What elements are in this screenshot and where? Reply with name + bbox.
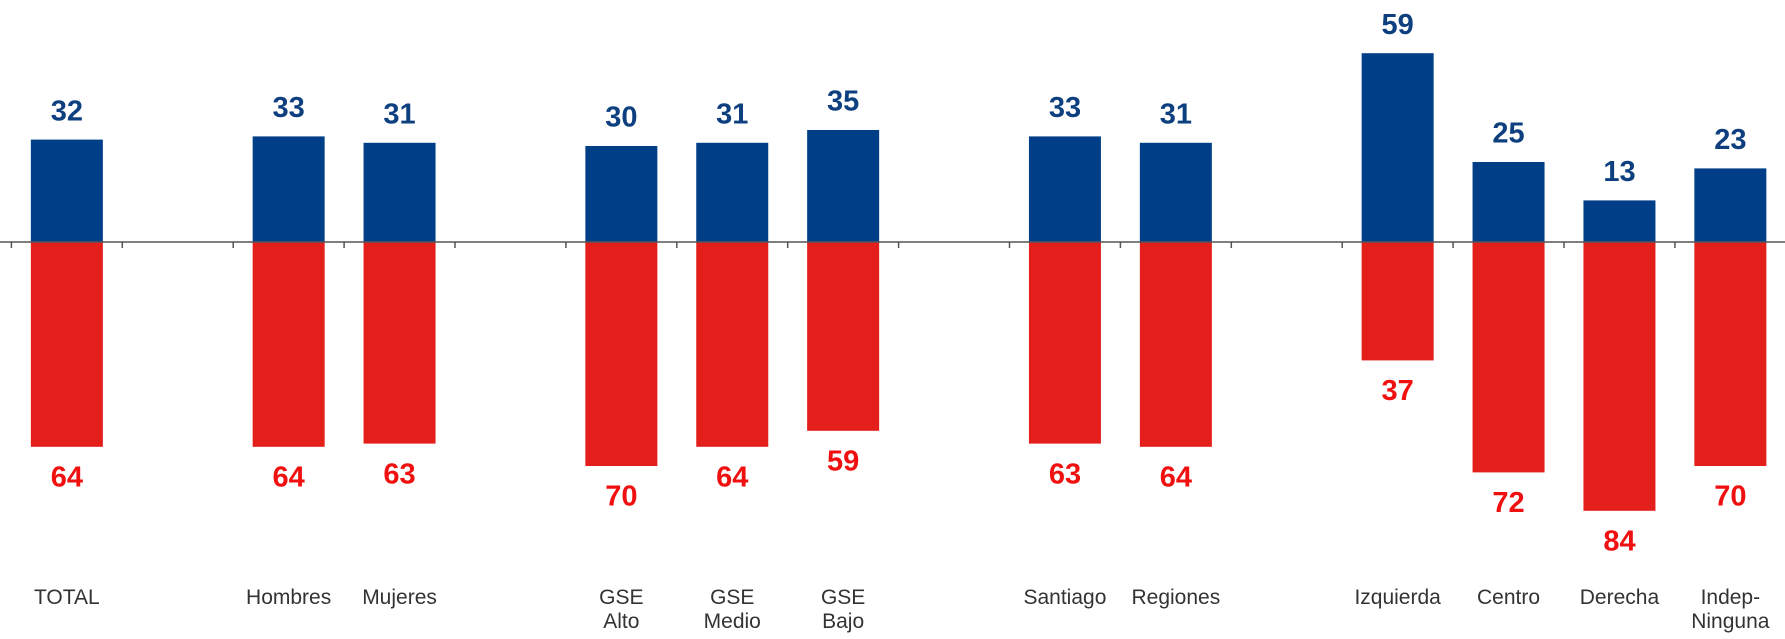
data-label: 25 [1492,118,1524,150]
bar [252,136,325,242]
data-label: 23 [1714,124,1746,156]
bar [1583,242,1656,511]
data-label: 70 [1714,481,1746,513]
data-label: 63 [383,458,415,490]
data-label: 31 [383,98,415,130]
bar [1583,200,1656,242]
x-tick-label: Derecha [1579,586,1660,609]
data-label: 70 [605,481,637,513]
bar [1361,242,1434,361]
bar [807,130,880,242]
bar [1028,136,1101,242]
bar [1139,142,1212,242]
bar [363,142,436,242]
bar [1361,53,1434,243]
data-label: 64 [273,461,305,493]
bar [1472,162,1545,242]
x-tick-label: TOTAL [33,586,100,609]
bar [1694,168,1767,242]
data-label: 59 [1382,9,1414,41]
bar [1472,242,1545,473]
data-label: 64 [51,461,83,493]
bar [807,242,880,431]
bar [1139,242,1212,447]
data-label: 33 [1049,92,1081,124]
x-tick-label: Mujeres [362,586,437,609]
data-label: 64 [1160,461,1192,493]
bar [1028,242,1101,444]
data-label: 84 [1603,525,1635,557]
data-label: 37 [1382,375,1414,407]
x-tick-label: Indep- Ninguna [1691,586,1770,633]
bar [585,242,658,466]
data-label: 59 [827,445,859,477]
bar [585,146,658,242]
bar [30,139,103,242]
x-tick-label: GSE Medio [703,586,761,633]
data-label: 33 [273,92,305,124]
x-tick-label: Santiago [1023,586,1107,609]
data-label: 63 [1049,458,1081,490]
bar [696,142,769,242]
x-tick-label: Izquierda [1354,586,1441,609]
x-tick-label: GSE Bajo [820,586,866,633]
bar [363,242,436,444]
data-label: 64 [716,461,748,493]
x-tick-label: GSE Alto [599,586,644,633]
data-label: 13 [1603,156,1635,188]
x-tick-label: Centro [1477,586,1541,609]
x-tick-label: Regiones [1131,586,1221,609]
data-label: 72 [1492,487,1524,519]
data-label: 31 [1160,98,1192,130]
x-tick-label: Hombres [246,586,332,609]
data-label: 32 [51,95,83,127]
data-label: 30 [605,102,637,134]
bar [252,242,325,447]
bar [1694,242,1767,466]
bar [696,242,769,447]
data-label: 35 [827,86,859,118]
data-label: 31 [716,98,748,130]
bar [30,242,103,447]
